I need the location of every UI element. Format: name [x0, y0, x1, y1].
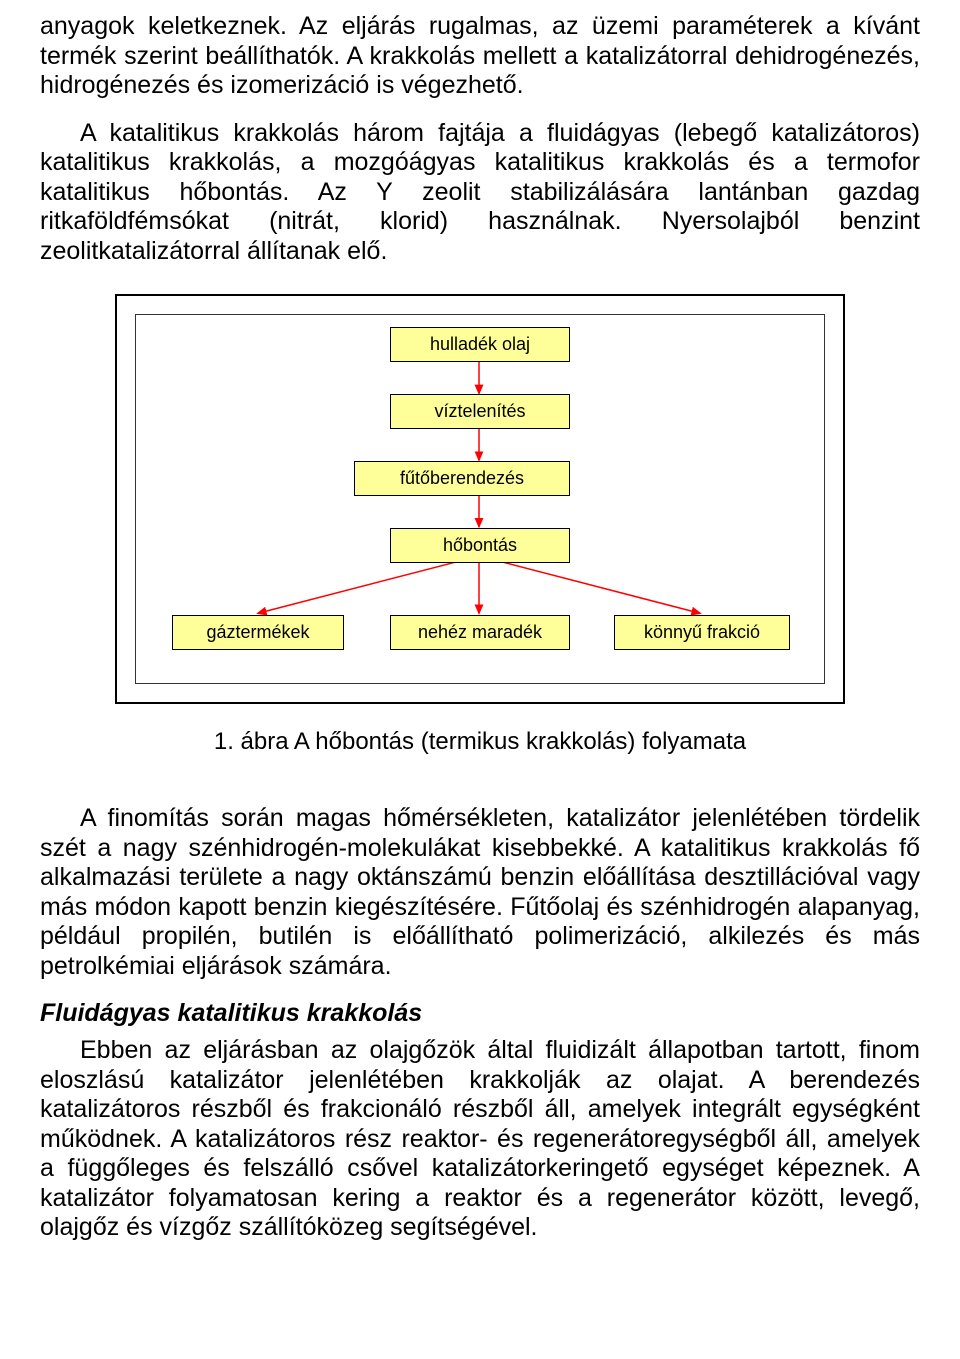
flowchart: hulladék olaj víztelenítés fűtőberendezé…: [115, 294, 845, 704]
node-nehez-maradek: nehéz maradék: [390, 615, 570, 650]
subheading-fluidagyas: Fluidágyas katalitikus krakkolás: [40, 999, 920, 1028]
paragraph-3: A finomítás során magas hőmérsékleten, k…: [40, 804, 920, 981]
node-konnyu-frakcio: könnyű frakció: [614, 615, 790, 650]
node-viztelenites: víztelenítés: [390, 394, 570, 429]
node-hobontas: hőbontás: [390, 528, 570, 563]
paragraph-2: A katalitikus krakkolás három fajtája a …: [40, 119, 920, 267]
flowchart-inner-frame: hulladék olaj víztelenítés fűtőberendezé…: [135, 314, 825, 684]
flowchart-outer-frame: hulladék olaj víztelenítés fűtőberendezé…: [115, 294, 845, 704]
figure-caption: 1. ábra A hőbontás (termikus krakkolás) …: [40, 728, 920, 756]
paragraph-4: Ebben az eljárásban az olajgőzök által f…: [40, 1036, 920, 1243]
node-hulladek-olaj: hulladék olaj: [390, 327, 570, 362]
node-futoberendezes: fűtőberendezés: [354, 461, 570, 496]
node-gaztermekek: gáztermékek: [172, 615, 344, 650]
paragraph-1: anyagok keletkeznek. Az eljárás rugalmas…: [40, 12, 920, 101]
